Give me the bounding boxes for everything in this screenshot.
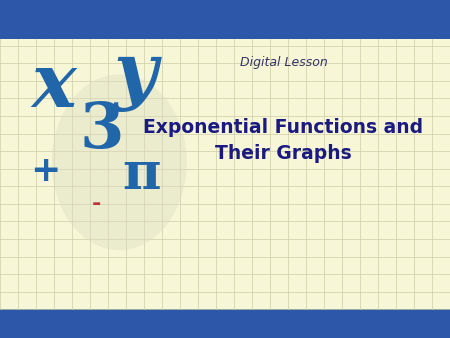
Text: π: π	[122, 149, 161, 199]
Text: Digital Lesson: Digital Lesson	[239, 56, 328, 69]
Text: +: +	[30, 154, 60, 188]
Text: Exponential Functions and
Their Graphs: Exponential Functions and Their Graphs	[144, 118, 423, 163]
Text: y: y	[113, 40, 157, 112]
Ellipse shape	[52, 74, 187, 250]
Bar	[0, 39, 450, 309]
Text: 3: 3	[79, 100, 123, 161]
Text: x: x	[32, 50, 76, 122]
Text: -: -	[92, 194, 101, 215]
